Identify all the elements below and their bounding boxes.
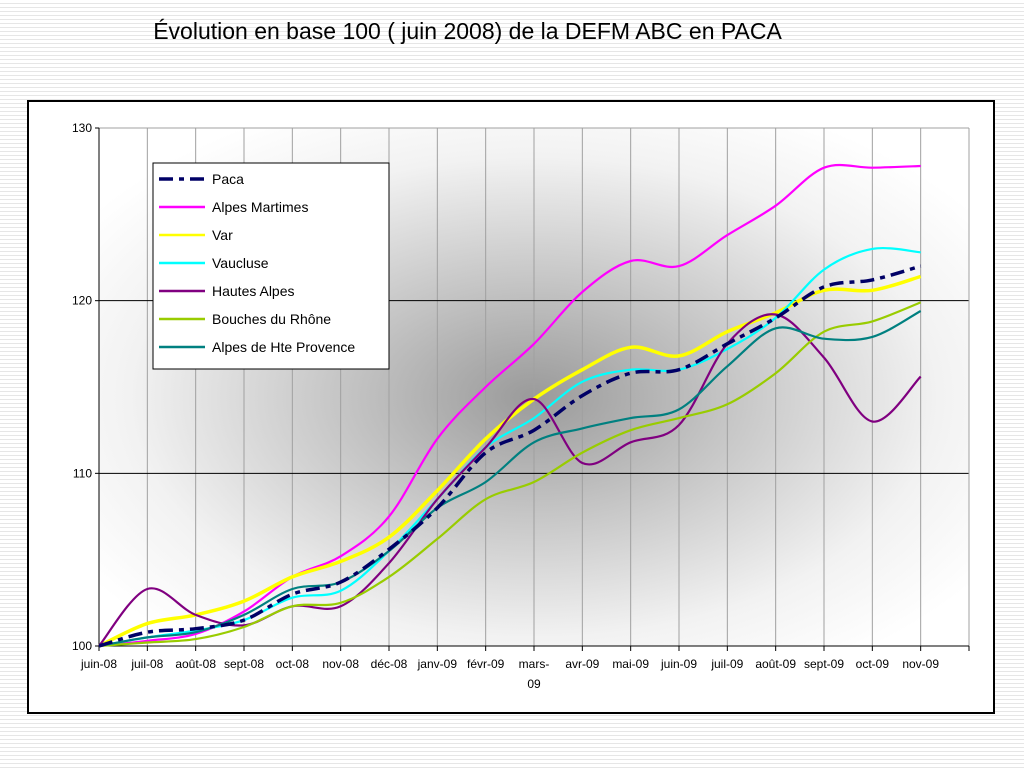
x-tick-label: août-08: [175, 657, 216, 671]
legend-label-hautes-alpes: Hautes Alpes: [212, 283, 295, 299]
line-chart: 100 110 120 130 juin-08 juil-08 août-08 sept-08…: [72, 121, 970, 691]
series-line-bouches-du-rhone: [98, 301, 922, 648]
series-line-paca: [98, 264, 922, 648]
y-tick-label: 120: [72, 294, 92, 308]
y-tick-label: 100: [72, 639, 92, 653]
x-tick-label: sept-08: [224, 657, 264, 671]
x-tick-label: août-09: [755, 657, 796, 671]
legend-label-paca: Paca: [212, 171, 244, 187]
axes: 100 110 120 130 juin-08 juil-08 août-08 sept-08…: [72, 121, 970, 691]
x-tick-label: sept-09: [804, 657, 844, 671]
series-lines: [98, 163, 922, 648]
x-tick-label: févr-09: [467, 657, 505, 671]
x-tick-label: janv-09: [417, 657, 458, 671]
legend-label-alpes-de-hte-provence: Alpes de Hte Provence: [212, 339, 355, 355]
x-tick-label: juin-08: [80, 657, 117, 671]
legend-label-bouches-du-rhone: Bouches du Rhône: [212, 311, 331, 327]
legend-label-var: Var: [212, 227, 233, 243]
x-tick-label: nov-08: [322, 657, 359, 671]
x-tick-label: juil-09: [710, 657, 743, 671]
slide-title: Évolution en base 100 ( juin 2008) de la…: [153, 18, 782, 44]
x-tick-label: mars-09: [519, 657, 550, 691]
x-tick-label: déc-08: [371, 657, 408, 671]
x-tick-label: juil-08: [130, 657, 163, 671]
series-line-alpes-martimes: [98, 163, 921, 648]
series-line-hautes-alpes: [98, 313, 922, 647]
legend-label-vaucluse: Vaucluse: [212, 255, 269, 271]
legend-box: [152, 162, 390, 370]
x-tick-label: avr-09: [565, 657, 599, 671]
x-tick-label: juin-09: [660, 657, 697, 671]
legend-label-alpes-martimes: Alpes Martimes: [212, 199, 308, 215]
chart-frame: 100 110 120 130 juin-08 juil-08 août-08 sept-08…: [27, 100, 995, 714]
x-tick-label: mai-09: [612, 657, 649, 671]
x-tick-label: oct-08: [276, 657, 310, 671]
x-tick-label: oct-09: [856, 657, 890, 671]
x-tick-label: nov-09: [902, 657, 939, 671]
y-tick-label: 130: [72, 121, 92, 135]
y-tick-label: 110: [73, 466, 92, 480]
series-line-alpes-de-hte-provence: [98, 310, 922, 648]
legend: Paca Alpes Martimes Var Vaucluse Hautes Alpe…: [152, 162, 390, 370]
